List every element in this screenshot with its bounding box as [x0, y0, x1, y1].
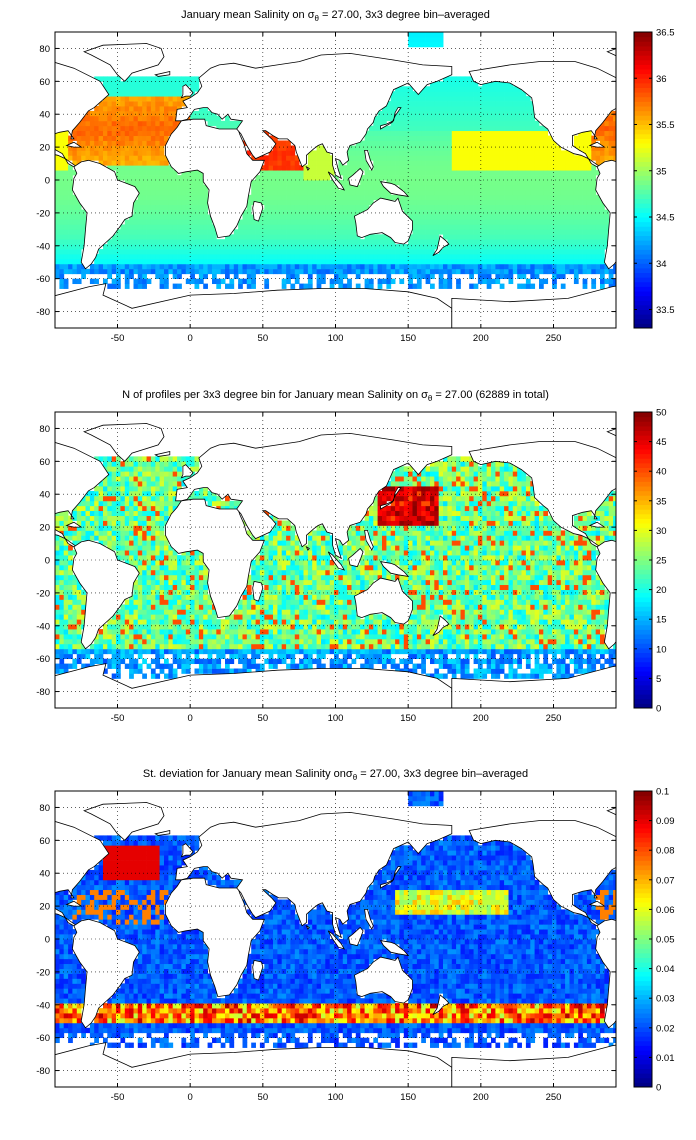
x-tick-label: 150 — [400, 713, 416, 724]
y-tick-label: -40 — [36, 621, 50, 632]
y-tick-label: -80 — [36, 307, 50, 318]
colorbar-tick-label: 35.5 — [656, 120, 675, 131]
colorbar-tick-label: 0.08 — [656, 846, 675, 857]
colorbar-tick-label: 0.06 — [656, 905, 675, 916]
y-tick-label: 80 — [39, 424, 50, 435]
y-tick-label: 60 — [39, 836, 50, 847]
colorbar: 0.1 0.09 0.08 0.07 0.06 0.05 0.04 0.03 0.02 0.01 0 — [633, 787, 675, 1094]
x-tick-label: -50 — [111, 333, 125, 344]
x-tick-label: 150 — [400, 1092, 416, 1103]
y-tick-label: 40 — [39, 490, 50, 501]
x-tick-label: 200 — [473, 1092, 489, 1103]
y-tick-label: -80 — [36, 1066, 50, 1077]
colorbar-tick-label: 35 — [656, 496, 667, 507]
y-tick-label: -20 — [36, 967, 50, 978]
colorbar-tick-label: 0.03 — [656, 994, 675, 1005]
x-tick-label: 100 — [328, 1092, 344, 1103]
y-tick-label: 60 — [39, 457, 50, 468]
colorbar-tick-label: 40 — [656, 467, 667, 478]
x-tick-label: 200 — [473, 713, 489, 724]
coastlines — [55, 802, 616, 1087]
grid — [55, 791, 616, 1087]
x-tick-label: 0 — [188, 333, 193, 344]
colorbar-tick-label: 0.02 — [656, 1023, 675, 1034]
y-tick-label: 0 — [45, 556, 50, 567]
y-tick-label: 40 — [39, 110, 50, 121]
colorbar-tick-label: 34.5 — [656, 213, 675, 224]
colorbar-tick-label: 0 — [656, 1083, 661, 1094]
y-tick-label: 20 — [39, 902, 50, 913]
x-tick-label: 250 — [546, 1092, 562, 1103]
colorbar-tick-label: 0.05 — [656, 935, 675, 946]
panel-2: N of profiles per 3x3 degree bin for Jan… — [36, 389, 667, 724]
x-tick-label: 0 — [188, 1092, 193, 1103]
y-tick-label: 80 — [39, 803, 50, 814]
colorbar-tick-label: 36.5 — [656, 28, 675, 39]
panel-3: St. deviation for January mean Salinity … — [36, 768, 675, 1103]
colorbar-tick-label: 10 — [656, 644, 667, 655]
y-tick-label: -60 — [36, 654, 50, 665]
colorbar-tick-label: 33.5 — [656, 305, 675, 316]
grid — [55, 32, 616, 328]
x-tick-label: 250 — [546, 333, 562, 344]
colorbar-tick-label: 5 — [656, 674, 661, 685]
y-tick-label: -20 — [36, 208, 50, 219]
y-tick-label: 80 — [39, 44, 50, 55]
colorbar-tick-label: 34 — [656, 259, 667, 270]
colorbar-tick-label: 0.04 — [656, 964, 675, 975]
panel-1: January mean Salinity on σθ = 27.00, 3x3… — [36, 9, 675, 344]
y-tick-label: 0 — [45, 935, 50, 946]
colorbar-tick-label: 0.09 — [656, 816, 675, 827]
colorbar-tick-label: 25 — [656, 556, 667, 567]
x-tick-label: 250 — [546, 713, 562, 724]
colorbar-tick-label: 0.01 — [656, 1053, 675, 1064]
x-tick-label: -50 — [111, 713, 125, 724]
y-tick-label: -80 — [36, 687, 50, 698]
x-tick-label: 100 — [328, 333, 344, 344]
x-tick-label: 50 — [258, 713, 269, 724]
colorbar-tick-label: 0 — [656, 704, 661, 715]
chart-title: St. deviation for January mean Salinity … — [143, 768, 528, 782]
y-tick-label: -60 — [36, 1033, 50, 1044]
x-tick-label: 100 — [328, 713, 344, 724]
y-tick-label: 0 — [45, 176, 50, 187]
x-tick-label: -50 — [111, 1092, 125, 1103]
y-tick-label: -60 — [36, 274, 50, 285]
y-tick-label: 40 — [39, 869, 50, 880]
y-tick-label: 20 — [39, 523, 50, 534]
y-tick-label: -20 — [36, 588, 50, 599]
colorbar-tick-label: 36 — [656, 74, 667, 85]
x-tick-label: 50 — [258, 333, 269, 344]
colorbar-tick-label: 15 — [656, 615, 667, 626]
y-tick-label: -40 — [36, 1000, 50, 1011]
colorbar-tick-label: 35 — [656, 166, 667, 177]
x-tick-label: 200 — [473, 333, 489, 344]
y-tick-label: -40 — [36, 241, 50, 252]
x-tick-label: 0 — [188, 713, 193, 724]
y-tick-label: 20 — [39, 143, 50, 154]
colorbar: 36.5 36 35.5 35 34.5 34 33.5 — [633, 28, 675, 329]
chart-title: N of profiles per 3x3 degree bin for Jan… — [122, 389, 549, 403]
colorbar-tick-label: 45 — [656, 437, 667, 448]
y-tick-label: 60 — [39, 77, 50, 88]
colorbar-tick-label: 50 — [656, 408, 667, 419]
grid — [55, 412, 616, 708]
colorbar-tick-label: 0.1 — [656, 787, 669, 798]
colorbar-tick-label: 30 — [656, 526, 667, 537]
colorbar-tick-label: 0.07 — [656, 875, 675, 886]
colorbar-tick-label: 20 — [656, 585, 667, 596]
x-tick-label: 150 — [400, 333, 416, 344]
x-tick-label: 50 — [258, 1092, 269, 1103]
chart-title: January mean Salinity on σθ = 27.00, 3x3… — [181, 9, 490, 23]
